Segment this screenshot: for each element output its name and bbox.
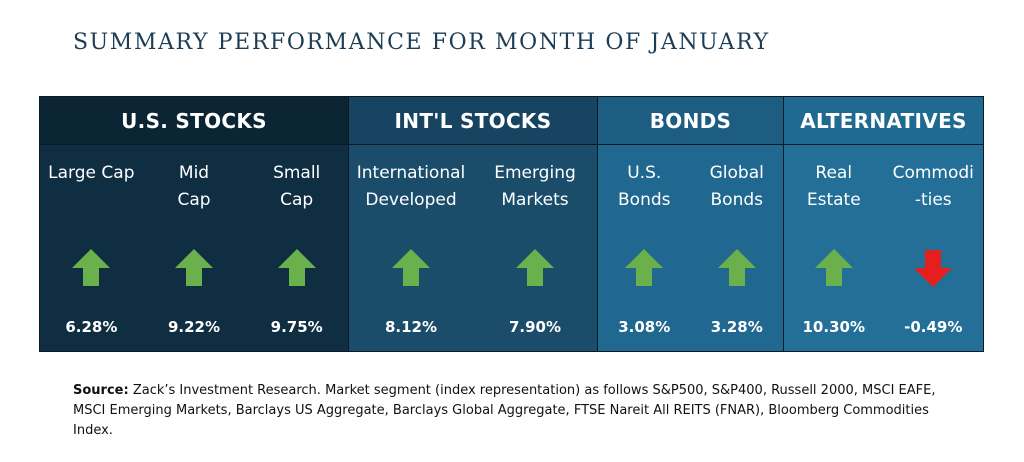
arrow-down-icon — [913, 248, 953, 288]
segment-label: International Developed — [356, 163, 466, 210]
arrow-up-icon — [391, 248, 431, 288]
section-header: ALTERNATIVES — [784, 97, 983, 145]
segment-label: Real Estate — [806, 163, 861, 210]
segment-us-bonds: U.S. Bonds 3.08% — [598, 145, 691, 352]
segment-large-cap: Large Cap 6.28% — [40, 145, 143, 352]
segment-value: 6.28% — [65, 318, 118, 336]
segment-value: 9.75% — [270, 318, 323, 336]
source-text: Zack’s Investment Research. Market segme… — [73, 383, 936, 438]
segment-label: U.S. Bonds — [618, 163, 671, 210]
arrow-up-icon — [515, 248, 555, 288]
segment-label: Emerging Markets — [494, 163, 576, 210]
source-note: Source: Zack’s Investment Research. Mark… — [73, 381, 953, 441]
arrow-up-icon — [717, 248, 757, 288]
arrow-up-icon — [174, 248, 214, 288]
segment-commodities: Commodi -ties -0.49% — [884, 145, 984, 352]
section-intl-stocks: INT'L STOCKS International Developed 8.1… — [349, 97, 598, 351]
arrow-up-icon — [71, 248, 111, 288]
segment-real-estate: Real Estate 10.30% — [784, 145, 884, 352]
segment-small-cap: Small Cap 9.75% — [245, 145, 348, 352]
performance-table: U.S. STOCKS Large Cap 6.28% Mid Cap 9.22… — [39, 96, 984, 352]
page-title: SUMMARY PERFORMANCE FOR MONTH OF JANUARY — [73, 30, 770, 55]
segment-value: 8.12% — [384, 318, 438, 336]
segment-label: Commodi -ties — [892, 163, 974, 210]
segment-label: Large Cap — [48, 163, 135, 183]
segment-value: 3.08% — [618, 318, 671, 336]
arrow-up-icon — [277, 248, 317, 288]
segment-label: Mid Cap — [177, 163, 211, 210]
arrow-up-icon — [624, 248, 664, 288]
segment-value: 7.90% — [508, 318, 562, 336]
segment-label: Small Cap — [273, 163, 321, 210]
section-header: BONDS — [598, 97, 783, 145]
section-us-stocks: U.S. STOCKS Large Cap 6.28% Mid Cap 9.22… — [40, 97, 349, 351]
section-bonds: BONDS U.S. Bonds 3.08% Global Bonds 3.28… — [598, 97, 784, 351]
segment-value: 10.30% — [802, 318, 865, 336]
segment-value: -0.49% — [904, 318, 963, 336]
source-label: Source: — [73, 383, 129, 398]
segment-value: 3.28% — [710, 318, 763, 336]
segment-emerging-markets: Emerging Markets 7.90% — [473, 145, 597, 352]
segment-global-bonds: Global Bonds 3.28% — [691, 145, 784, 352]
section-header: U.S. STOCKS — [40, 97, 348, 145]
segment-label: Global Bonds — [709, 163, 764, 210]
segment-international-developed: International Developed 8.12% — [349, 145, 473, 352]
section-alternatives: ALTERNATIVES Real Estate 10.30% Commodi … — [784, 97, 983, 351]
segment-mid-cap: Mid Cap 9.22% — [143, 145, 246, 352]
section-header: INT'L STOCKS — [349, 97, 597, 145]
arrow-up-icon — [814, 248, 854, 288]
segment-value: 9.22% — [167, 318, 221, 336]
